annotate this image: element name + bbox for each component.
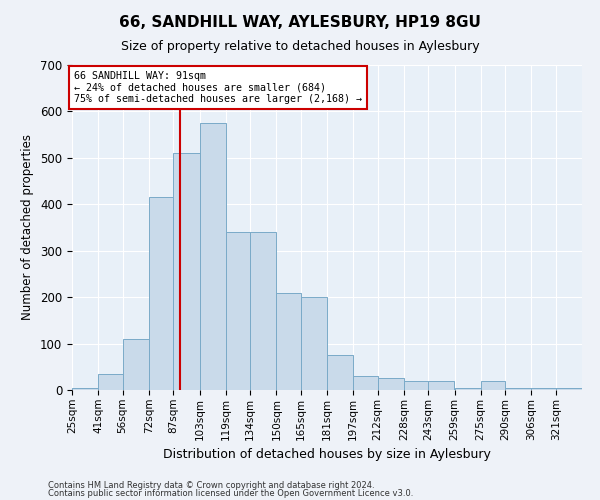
X-axis label: Distribution of detached houses by size in Aylesbury: Distribution of detached houses by size … bbox=[163, 448, 491, 461]
Text: Contains public sector information licensed under the Open Government Licence v3: Contains public sector information licen… bbox=[48, 489, 413, 498]
Bar bbox=[98, 374, 122, 390]
Bar bbox=[377, 378, 404, 390]
Bar bbox=[455, 388, 481, 390]
Bar bbox=[428, 380, 455, 390]
Bar bbox=[173, 153, 199, 390]
Bar bbox=[353, 376, 377, 390]
Bar bbox=[277, 292, 301, 390]
Bar bbox=[505, 388, 532, 390]
Text: Contains HM Land Registry data © Crown copyright and database right 2024.: Contains HM Land Registry data © Crown c… bbox=[48, 480, 374, 490]
Text: 66 SANDHILL WAY: 91sqm
← 24% of detached houses are smaller (684)
75% of semi-de: 66 SANDHILL WAY: 91sqm ← 24% of detached… bbox=[74, 70, 362, 104]
Bar bbox=[72, 388, 98, 390]
Text: 66, SANDHILL WAY, AYLESBURY, HP19 8GU: 66, SANDHILL WAY, AYLESBURY, HP19 8GU bbox=[119, 15, 481, 30]
Bar bbox=[481, 380, 505, 390]
Bar bbox=[149, 198, 173, 390]
Text: Size of property relative to detached houses in Aylesbury: Size of property relative to detached ho… bbox=[121, 40, 479, 53]
Bar bbox=[556, 388, 582, 390]
Bar bbox=[327, 355, 353, 390]
Y-axis label: Number of detached properties: Number of detached properties bbox=[22, 134, 34, 320]
Bar bbox=[532, 388, 556, 390]
Bar bbox=[122, 339, 149, 390]
Bar bbox=[301, 297, 327, 390]
Bar bbox=[250, 232, 277, 390]
Bar bbox=[226, 232, 250, 390]
Bar bbox=[404, 380, 428, 390]
Bar bbox=[199, 123, 226, 390]
